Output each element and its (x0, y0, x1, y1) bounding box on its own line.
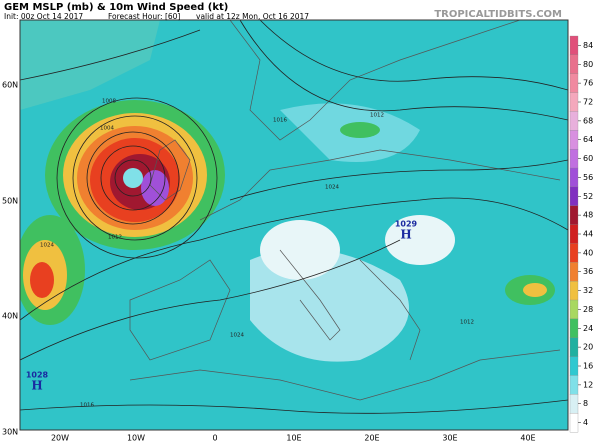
latitude-label: 30N (2, 428, 18, 437)
contour-label: 1024 (40, 243, 54, 249)
colorbar-cell (569, 205, 579, 226)
forecast-hour: Forecast Hour: [60] (108, 12, 180, 21)
pressure-symbol: H (31, 379, 42, 393)
colorbar-cell (569, 318, 579, 339)
colorbar-cell (569, 337, 579, 358)
colorbar-label: 80 (583, 60, 593, 69)
isobars (20, 20, 568, 414)
latitude-label: 40N (2, 312, 18, 321)
colorbar-label: 64 (583, 135, 593, 144)
colorbar-cell (569, 394, 579, 414)
colorbar-label: 84 (583, 41, 593, 50)
pressure-value: 1029 (395, 220, 418, 229)
colorbar-label: 40 (583, 248, 593, 257)
contour-label: 1008 (102, 99, 116, 105)
colorbar-label: 56 (583, 173, 593, 182)
valid-time: valid at 12z Mon, Oct 16 2017 (196, 12, 309, 21)
title: GEM MSLP (mb) & 10m Wind Speed (kt) (4, 2, 228, 13)
colorbar-label: 4 (583, 418, 588, 427)
colorbar-label: 44 (583, 230, 593, 239)
longitude-label: 40E (520, 434, 535, 443)
colorbar-label: 68 (583, 116, 593, 125)
calm-area (260, 220, 340, 280)
colorbar-label: 8 (583, 399, 588, 408)
colorbar-cell (569, 167, 579, 188)
latitude-label: 50N (2, 197, 18, 206)
storm-eye (123, 168, 143, 188)
contour-label: 1012 (370, 113, 384, 119)
colorbar-label: 28 (583, 305, 593, 314)
wind-max (523, 283, 547, 297)
colorbar-label: 52 (583, 192, 593, 201)
wind-field (20, 20, 160, 110)
colorbar-cell (569, 375, 579, 395)
contour-label: 1024 (230, 333, 244, 339)
colorbar-cell (569, 73, 579, 94)
colorbar-label: 60 (583, 154, 593, 163)
colorbar-label: 76 (583, 79, 593, 88)
contour-label: 1016 (273, 118, 287, 124)
colorbar-cell (569, 130, 579, 150)
longitude-label: 30E (442, 434, 457, 443)
colorbar-label: 12 (583, 380, 593, 389)
colorbar-cell (569, 35, 579, 56)
colorbar-cell (569, 412, 579, 433)
colorbar-cell (569, 111, 579, 131)
latitude-label: 60N (2, 81, 18, 90)
colorbar-label: 16 (583, 362, 593, 371)
longitude-label: 10W (127, 434, 145, 443)
colorbar-label: 72 (583, 98, 593, 107)
longitude-label: 0 (212, 434, 217, 443)
init-time: Init: 00z Oct 14 2017 (4, 12, 83, 21)
colorbar-cell (569, 262, 579, 282)
colorbar-label: 48 (583, 211, 593, 220)
contour-label: 1012 (108, 235, 122, 241)
contour-label: 1004 (100, 126, 114, 132)
pressure-symbol: H (400, 228, 411, 242)
pressure-value: 1028 (26, 371, 49, 380)
map-frame (19, 19, 569, 431)
colorbar-label: 24 (583, 324, 593, 333)
site: TROPICALTIDBITS.COM (434, 9, 562, 20)
colorbar-cell (569, 224, 579, 244)
colorbar-cell (569, 356, 579, 376)
longitude-label: 20W (51, 434, 69, 443)
map-area (20, 20, 568, 430)
colorbar-cell (569, 148, 579, 169)
colorbar-cell (569, 299, 579, 320)
contour-label: 1012 (460, 320, 474, 326)
contour-label: 1024 (325, 185, 339, 191)
contour-label: 1016 (80, 403, 94, 409)
colorbar-cell (569, 54, 579, 75)
colorbar-cell (569, 243, 579, 263)
calm-area (385, 215, 455, 265)
colorbar-cell (569, 92, 579, 112)
colorbar-label: 32 (583, 286, 593, 295)
colorbar-cell (569, 186, 579, 207)
longitude-label: 10E (286, 434, 301, 443)
longitude-label: 20E (364, 434, 379, 443)
wind-max (30, 262, 54, 298)
colorbar-cell (569, 280, 579, 301)
colorbar-label: 36 (583, 267, 593, 276)
wind-max (340, 122, 380, 138)
colorbar-label: 20 (583, 343, 593, 352)
